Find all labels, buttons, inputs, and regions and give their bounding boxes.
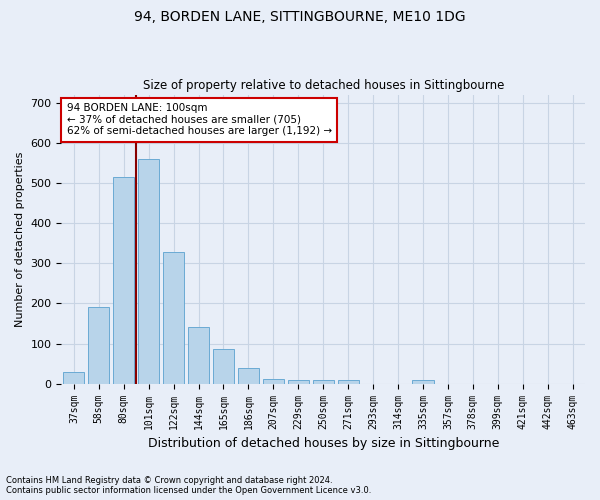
Bar [188,328,209,384]
Text: 94 BORDEN LANE: 100sqm
← 37% of detached houses are smaller (705)
62% of semi-de: 94 BORDEN LANE: 100sqm ← 37% of detached… [67,103,332,136]
Bar [338,380,359,384]
Bar [88,308,109,384]
Bar [287,380,309,384]
Bar [412,380,434,384]
Text: 94, BORDEN LANE, SITTINGBOURNE, ME10 1DG: 94, BORDEN LANE, SITTINGBOURNE, ME10 1DG [134,10,466,24]
Bar [263,379,284,384]
X-axis label: Distribution of detached houses by size in Sittingbourne: Distribution of detached houses by size … [148,437,499,450]
Bar [213,349,234,384]
Y-axis label: Number of detached properties: Number of detached properties [15,152,25,327]
Bar [238,368,259,384]
Title: Size of property relative to detached houses in Sittingbourne: Size of property relative to detached ho… [143,79,504,92]
Bar [138,159,159,384]
Bar [163,252,184,384]
Text: Contains HM Land Registry data © Crown copyright and database right 2024.
Contai: Contains HM Land Registry data © Crown c… [6,476,371,495]
Bar [113,177,134,384]
Bar [63,372,85,384]
Bar [313,380,334,384]
